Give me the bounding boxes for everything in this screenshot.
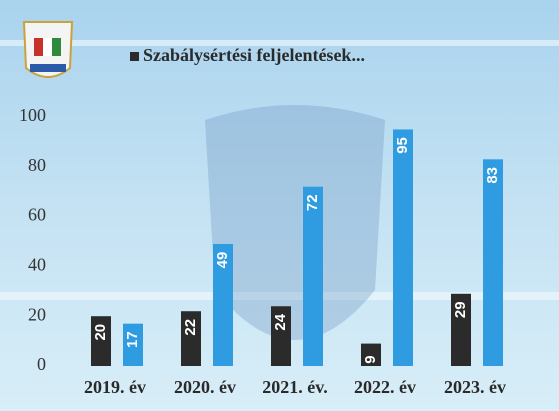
- bar: [361, 343, 381, 366]
- bar: [213, 243, 233, 366]
- y-tick-label: 20: [28, 304, 46, 324]
- y-tick-label: 0: [37, 354, 46, 374]
- value-label: 20: [92, 324, 109, 341]
- bar: [393, 129, 413, 366]
- x-tick-label: 2019. év: [84, 377, 146, 397]
- streak: [0, 292, 559, 300]
- value-label: 24: [272, 313, 289, 330]
- bar: [271, 306, 291, 366]
- badge-watermark: [205, 105, 385, 340]
- streak: [0, 40, 559, 46]
- bar: [483, 159, 503, 366]
- logo: [22, 21, 74, 78]
- bar: [451, 293, 471, 366]
- value-label: 9: [362, 355, 379, 363]
- bar: [123, 323, 143, 366]
- value-label: 95: [394, 137, 411, 154]
- bar: [181, 311, 201, 366]
- x-tick-label: 2020. év: [174, 377, 236, 397]
- legend-label: Szabálysértési feljelentések...: [143, 45, 365, 65]
- x-tick-label: 2023. év: [444, 377, 506, 397]
- value-label: 83: [484, 167, 501, 184]
- value-label: 72: [304, 194, 321, 211]
- value-label: 17: [124, 331, 141, 348]
- value-label: 49: [214, 252, 231, 269]
- x-tick-label: 2021. év.: [262, 377, 328, 397]
- x-tick-label: 2022. év: [354, 377, 416, 397]
- value-label: 22: [182, 319, 199, 336]
- value-label: 29: [452, 301, 469, 318]
- y-tick-label: 80: [28, 155, 46, 175]
- y-tick-label: 100: [19, 105, 46, 125]
- y-tick-label: 60: [28, 205, 46, 225]
- bar: [91, 316, 111, 366]
- legend-swatch: [130, 52, 139, 61]
- y-tick-label: 40: [28, 255, 46, 275]
- bar: [303, 186, 323, 366]
- legend: Szabálysértési feljelentések...: [130, 45, 365, 65]
